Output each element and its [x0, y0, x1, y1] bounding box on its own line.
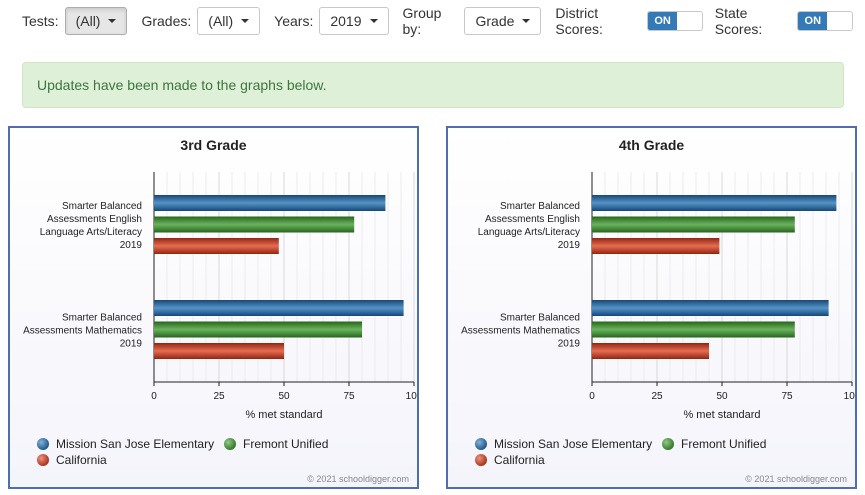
- state-scores-state: ON: [798, 12, 828, 30]
- filter-bar: Tests: (All) Grades: (All) Years: 2019 G…: [22, 5, 865, 37]
- chart-3rd-grade: 3rd Grade 0 25 50 75 100 % met standard Smarter…: [23, 137, 417, 484]
- category-label: 2019: [558, 240, 581, 251]
- caret-down-icon: [241, 19, 250, 23]
- category-label: Assessments Mathematics: [461, 326, 580, 337]
- group-by-value: Grade: [475, 13, 515, 29]
- district-scores-toggle[interactable]: ON: [647, 11, 703, 31]
- chart-4th-grade: 4th Grade 0 25 50 75 100 % met standard Smarter…: [461, 137, 855, 484]
- category-label: Smarter Balanced: [62, 313, 142, 324]
- x-tick-label: 25: [213, 391, 225, 402]
- legend-label: Fremont Unified: [243, 437, 328, 451]
- legend-label: Fremont Unified: [681, 437, 766, 451]
- toggle-off-area: [827, 12, 852, 30]
- bar: [592, 216, 795, 233]
- x-tick-label: 50: [716, 391, 728, 402]
- x-tick-label: 100: [844, 391, 855, 402]
- chart-title: 4th Grade: [619, 137, 685, 153]
- category-label: Assessments English: [485, 214, 580, 225]
- grades-value: (All): [208, 13, 234, 29]
- state-scores-label: State Scores:: [714, 5, 763, 37]
- category-label: 2019: [120, 240, 143, 251]
- legend-marker: [662, 438, 674, 450]
- caret-down-icon: [522, 19, 531, 23]
- x-tick-label: 0: [589, 391, 595, 402]
- group-by-label: Group by:: [402, 5, 442, 37]
- bar: [592, 238, 720, 254]
- state-scores-toggle[interactable]: ON: [797, 11, 853, 31]
- chart-title: 3rd Grade: [180, 137, 246, 153]
- bar: [154, 238, 279, 254]
- bar: [154, 216, 355, 233]
- x-tick-label: 50: [278, 391, 290, 402]
- tests-dropdown[interactable]: (All): [64, 7, 128, 35]
- bar: [154, 195, 386, 211]
- category-label: Smarter Balanced: [62, 201, 142, 212]
- category-label: Language Arts/Literacy: [40, 227, 142, 238]
- years-dropdown[interactable]: 2019: [319, 7, 389, 35]
- toggle-off-area: [677, 12, 702, 30]
- tests-label: Tests:: [22, 13, 59, 29]
- x-tick-label: 0: [151, 391, 157, 402]
- legend-label: Mission San Jose Elementary: [56, 437, 214, 451]
- x-tick-label: 100: [406, 391, 417, 402]
- legend-marker: [37, 454, 49, 466]
- legend-marker: [37, 438, 49, 450]
- legend-label: California: [56, 453, 107, 467]
- group-by-dropdown[interactable]: Grade: [464, 7, 542, 35]
- legend-marker: [475, 454, 487, 466]
- category-label: Smarter Balanced: [500, 313, 580, 324]
- district-scores-label: District Scores:: [555, 5, 603, 37]
- category-label: Smarter Balanced: [500, 201, 580, 212]
- x-tick-label: 75: [781, 391, 793, 402]
- legend-label: Mission San Jose Elementary: [494, 437, 652, 451]
- category-label: Assessments Mathematics: [23, 326, 142, 337]
- legend-marker: [475, 438, 487, 450]
- update-alert: Updates have been made to the graphs bel…: [22, 62, 844, 108]
- legend-marker: [224, 438, 236, 450]
- bar: [154, 300, 404, 316]
- bar: [592, 300, 829, 316]
- category-label: Language Arts/Literacy: [478, 227, 580, 238]
- legend-label: California: [494, 453, 545, 467]
- category-label: 2019: [120, 339, 143, 350]
- x-tick-label: 75: [343, 391, 355, 402]
- chart-panel-4th-grade: 4th Grade 0 25 50 75 100 % met standard Smarter…: [446, 126, 857, 489]
- chart-credit: © 2021 schooldigger.com: [745, 474, 847, 484]
- grades-dropdown[interactable]: (All): [197, 7, 261, 35]
- bar: [592, 321, 795, 338]
- x-tick-label: 25: [651, 391, 663, 402]
- years-value: 2019: [330, 13, 362, 29]
- bar: [592, 195, 837, 211]
- years-label: Years:: [274, 13, 314, 29]
- caret-down-icon: [108, 19, 117, 23]
- alert-message: Updates have been made to the graphs bel…: [37, 77, 327, 93]
- district-scores-state: ON: [648, 12, 678, 30]
- bar: [154, 343, 284, 359]
- chart-credit: © 2021 schooldigger.com: [307, 474, 409, 484]
- chart-panel-3rd-grade: 3rd Grade 0 25 50 75 100 % met standard Smarter…: [8, 126, 419, 489]
- bar: [592, 343, 709, 359]
- caret-down-icon: [369, 19, 378, 23]
- x-axis-label: % met standard: [245, 409, 322, 421]
- grades-label: Grades:: [141, 13, 192, 29]
- x-axis-label: % met standard: [683, 409, 760, 421]
- category-label: Assessments English: [47, 214, 142, 225]
- bar: [154, 321, 362, 338]
- category-label: 2019: [558, 339, 581, 350]
- tests-value: (All): [75, 13, 101, 29]
